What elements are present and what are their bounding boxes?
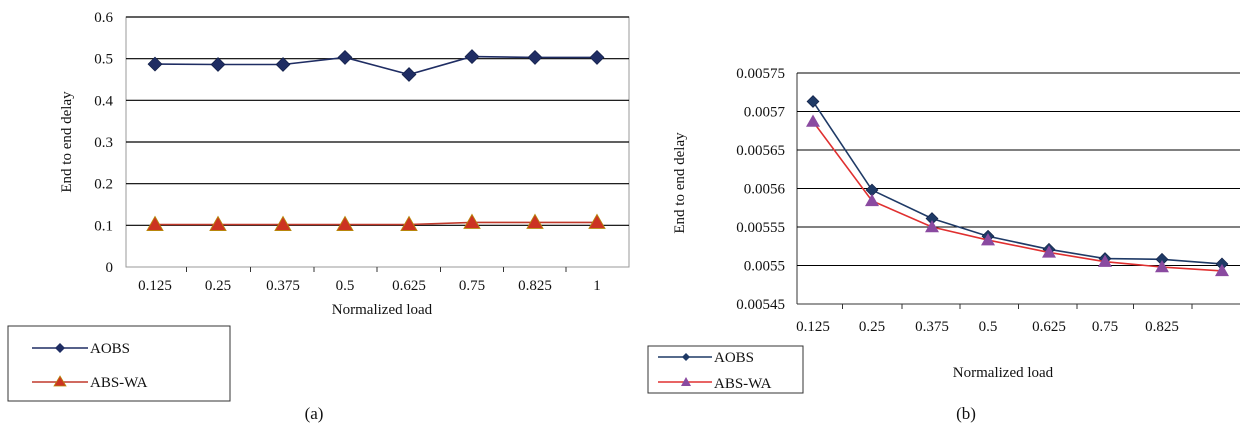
chart-b-point-abs-wa-last [1215,263,1229,277]
chart-a-legend-aobs-label: AOBS [90,341,130,357]
chart-a-point-abs-wa-1 [588,213,606,229]
chart-b-x-axis-label: Normalized load [953,365,1054,381]
chart-a-y-axis-label: End to end delay [59,91,75,193]
chart-b-x-tick-0-125: 0.125 [796,319,830,335]
chart-a-legend-abswa-triangle-icon [53,375,67,387]
chart-a-x-tick-0-825: 0.825 [518,278,552,294]
chart-a-legend-aobs-diamond-icon [55,343,65,353]
chart-a-legend-abswa-label: ABS-WA [90,375,148,391]
chart-a-point-aobs-0-75 [464,49,480,65]
chart-a-point-aobs-0-25 [210,57,226,72]
chart-b-series-aobs-line [812,101,1223,265]
chart-a-y-tick-0-3: 0.3 [94,135,113,151]
chart-b-caption: (b) [956,404,976,423]
chart-a-series [146,49,606,231]
chart-b-y-axis-label: End to end delay [672,132,688,234]
chart-a-legend-box [7,325,231,402]
chart-a-x-tick-0-75: 0.75 [459,278,485,294]
chart-b-point-abs-wa-0-825 [1155,260,1169,273]
chart-a-point-abs-wa-0-75 [463,213,481,229]
chart-b-legend-aobs-diamond-icon [682,353,690,361]
chart-a-y-tick-0-4: 0.4 [94,93,113,109]
chart-b-x-tick-0-75: 0.75 [1092,319,1118,335]
chart-b-y-tick-0-0057: 0.0057 [744,105,786,121]
chart-b-y-tick-0-0055: 0.0055 [744,259,785,275]
chart-a-point-aobs-0-125 [147,56,163,72]
chart-a-x-axis-label: Normalized load [332,302,433,318]
chart-b-y-tick-0-0056: 0.0056 [744,182,786,198]
chart-a-legend: AOBS ABS-WA [7,325,231,402]
chart-b-legend-abswa-triangle-icon [681,377,691,386]
chart-b-legend-abswa-label: ABS-WA [714,376,772,392]
chart-a-gridlines [126,16,629,226]
chart-b-x-tick-0-625: 0.625 [1032,319,1066,335]
chart-b-legend-box [647,345,804,394]
chart-a-point-aobs-0-825 [527,49,543,65]
chart-a-caption: (a) [305,404,324,423]
chart-b-y-tick-0-00565: 0.00565 [736,143,785,159]
chart-b-legend: AOBS ABS-WA [647,345,804,394]
chart-a-point-abs-wa-0-25 [209,215,227,231]
chart-b-y-tick-0-00575: 0.00575 [736,66,785,82]
chart-b-point-abs-wa-0-375 [925,220,939,233]
chart-a-y-tick-labels: 0 0.1 0.2 0.3 0.4 0.5 0.6 [94,10,113,276]
chart-b-gridlines [797,72,1240,267]
chart-a-point-abs-wa-0-625 [400,215,418,231]
chart-b-x-tick-0-5: 0.5 [979,319,998,335]
chart-a-x-tick-0-375: 0.375 [266,278,300,294]
chart-a-point-aobs-0-625 [401,67,417,82]
chart-a-series-aobs-line [154,55,597,76]
chart-a-y-tick-0-1: 0.1 [94,218,113,234]
chart-a-x-tick-0-625: 0.625 [392,278,426,294]
chart-a-point-abs-wa-0-375 [274,215,292,231]
chart-b-x-tick-0-375: 0.375 [915,319,949,335]
chart-a: 0 0.1 0.2 0.3 0.4 0.5 0.6 0.125 0.25 0.375 0.5 0.6… [7,10,630,423]
chart-b-point-abs-wa-0-625 [1042,245,1056,258]
chart-a-y-tick-0-6: 0.6 [94,10,113,26]
chart-a-point-aobs-0-375 [275,57,291,72]
chart-a-x-tick-0-5: 0.5 [336,278,355,294]
chart-b-point-abs-wa-0-75 [1098,254,1112,267]
chart-a-y-tick-0-2: 0.2 [94,177,113,193]
chart-a-series-abs-wa-line [155,221,597,226]
chart-a-point-aobs-1 [589,49,605,65]
chart-a-x-tick-0-25: 0.25 [205,278,231,294]
chart-b-series [806,95,1229,277]
chart-b-point-abs-wa-0-5 [981,233,995,246]
chart-a-point-abs-wa-0-5 [336,215,354,231]
chart-b-y-tick-labels: 0.00545 0.0055 0.00555 0.0056 0.00565 0.0057 0… [736,66,785,313]
chart-b-x-tick-0-825: 0.825 [1145,319,1179,335]
chart-b-y-tick-0-00545: 0.00545 [736,297,785,313]
chart-a-y-tick-0: 0 [106,260,114,276]
chart-b-y-tick-0-00555: 0.00555 [736,220,785,236]
chart-b-point-abs-wa-0-125 [806,114,820,127]
chart-a-y-tick-0-5: 0.5 [94,52,113,68]
chart-b-legend-aobs-label: AOBS [714,350,754,366]
chart-a-point-abs-wa-0-125 [146,215,164,231]
chart-a-x-tick-labels: 0.125 0.25 0.375 0.5 0.625 0.75 0.825 1 [138,267,601,294]
chart-b-point-aobs-0-125 [806,95,820,108]
chart-b-point-abs-wa-0-25 [865,193,879,207]
chart-b-series-abs-wa-line [812,121,1223,272]
chart-a-x-tick-0-125: 0.125 [138,278,172,294]
chart-a-x-tick-1: 1 [593,278,601,294]
chart-b-x-tick-labels: 0.125 0.25 0.375 0.5 0.625 0.75 0.825 [796,304,1193,335]
chart-a-point-abs-wa-0-825 [526,213,544,229]
chart-b: 0.00545 0.0055 0.00555 0.0056 0.00565 0.0057 0… [647,66,1240,423]
chart-b-x-tick-0-25: 0.25 [859,319,885,335]
chart-a-point-aobs-0-5 [337,49,353,65]
